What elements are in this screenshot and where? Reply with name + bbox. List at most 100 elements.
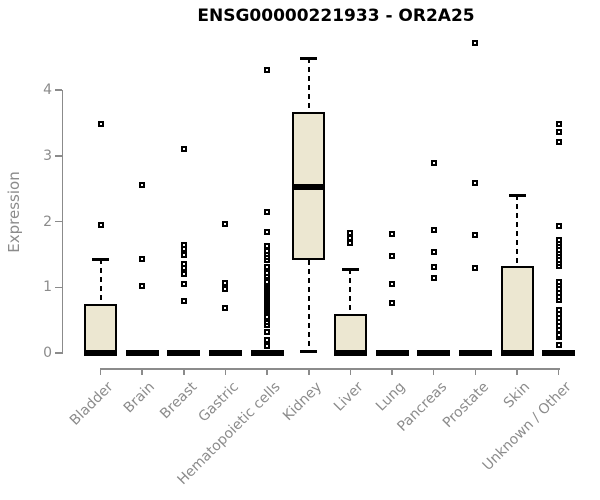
- outlier-point: [139, 255, 146, 262]
- outlier-point: [264, 208, 271, 215]
- x-axis-tick: [99, 368, 102, 375]
- median-bar: [208, 350, 242, 356]
- box-bladder: [84, 303, 117, 356]
- outlier-point: [472, 180, 479, 187]
- median-bar: [250, 350, 284, 356]
- x-tick-label-kidney: Kidney: [279, 379, 326, 425]
- x-axis-tick: [266, 368, 268, 375]
- x-axis-tick: [557, 368, 560, 375]
- y-axis-tick: [55, 286, 62, 288]
- outlier-point: [264, 229, 271, 236]
- outlier-point: [430, 159, 437, 166]
- outlier-point: [264, 278, 271, 285]
- x-tick-label-liver: Liver: [331, 379, 367, 415]
- outlier-point: [555, 138, 562, 145]
- whisker-line-upper: [99, 258, 102, 304]
- median-bar: [84, 350, 117, 356]
- outlier-point: [264, 313, 271, 320]
- chart-title: ENSG00000221933 - OR2A25: [197, 6, 475, 26]
- whisker-line-upper: [307, 58, 310, 113]
- x-axis-tick: [141, 368, 143, 375]
- outlier-point: [430, 275, 437, 282]
- x-axis-tick: [391, 368, 393, 375]
- box-liver: [333, 314, 367, 356]
- x-axis-line: [99, 368, 560, 370]
- x-axis-tick: [516, 368, 518, 375]
- whisker-cap-upper: [341, 268, 359, 272]
- outlier-point: [472, 39, 479, 46]
- median-bar: [500, 350, 534, 356]
- whisker-line-upper: [349, 269, 352, 315]
- y-axis-tick: [55, 220, 62, 223]
- outlier-point: [472, 232, 479, 239]
- y-axis-tick: [55, 155, 62, 157]
- outlier-point: [222, 286, 229, 293]
- outlier-point: [222, 279, 229, 286]
- y-tick-label: 1: [43, 279, 52, 296]
- x-axis-tick: [308, 368, 310, 375]
- outlier-point: [555, 223, 562, 230]
- outlier-point: [222, 305, 229, 312]
- median-bar: [333, 350, 367, 356]
- outlier-point: [97, 121, 104, 128]
- median-bar: [417, 350, 451, 356]
- outlier-point: [555, 236, 562, 243]
- outlier-point: [555, 307, 562, 314]
- median-bar: [375, 350, 409, 356]
- outlier-point: [180, 280, 187, 287]
- median-bar: [542, 350, 576, 356]
- outlier-point: [180, 298, 187, 305]
- outlier-point: [180, 241, 187, 248]
- outlier-point: [430, 227, 437, 234]
- whisker-cap-lower: [300, 349, 318, 353]
- x-tick-label-brain: Brain: [121, 379, 159, 417]
- x-tick-label-skin: Skin: [500, 379, 534, 412]
- x-axis-tick: [183, 368, 185, 375]
- x-axis-tick: [432, 368, 435, 375]
- y-axis-tick: [55, 352, 62, 354]
- median-bar: [167, 350, 201, 356]
- outlier-point: [389, 280, 396, 287]
- x-tick-label-lung: Lung: [372, 379, 409, 415]
- whisker-line-lower: [307, 259, 310, 350]
- outlier-point: [264, 67, 271, 74]
- outlier-point: [347, 230, 354, 237]
- outlier-point: [555, 120, 562, 127]
- outlier-point: [180, 260, 187, 267]
- x-axis-tick: [224, 368, 227, 375]
- y-axis-line: [61, 90, 63, 354]
- outlier-point: [555, 129, 562, 136]
- x-tick-label-breast: Breast: [156, 379, 201, 423]
- outlier-point: [264, 263, 271, 270]
- outlier-point: [97, 221, 104, 228]
- x-axis-tick: [474, 368, 477, 375]
- outlier-point: [555, 278, 562, 285]
- y-tick-label: 4: [43, 82, 52, 98]
- outlier-point: [264, 336, 271, 343]
- whisker-cap-upper: [92, 257, 109, 261]
- y-tick-label: 0: [43, 345, 52, 361]
- outlier-point: [389, 300, 396, 307]
- whisker-cap-upper: [300, 57, 318, 61]
- outlier-point: [180, 252, 187, 259]
- outlier-point: [180, 271, 187, 278]
- box-skin: [500, 265, 534, 356]
- x-tick-label-bladder: Bladder: [67, 379, 117, 429]
- outlier-point: [264, 243, 271, 250]
- outlier-point: [389, 230, 396, 237]
- outlier-point: [430, 263, 437, 270]
- outlier-point: [180, 145, 187, 152]
- median-bar: [125, 350, 159, 356]
- outlier-point: [472, 264, 479, 271]
- y-tick-label: 2: [43, 213, 52, 230]
- median-bar: [292, 184, 326, 191]
- outlier-point: [139, 182, 146, 189]
- whisker-cap-upper: [508, 194, 526, 198]
- outlier-point: [139, 282, 146, 289]
- y-axis-tick: [55, 89, 62, 91]
- whisker-line-upper: [516, 195, 518, 266]
- x-axis-tick: [349, 368, 352, 375]
- outlier-point: [222, 221, 229, 228]
